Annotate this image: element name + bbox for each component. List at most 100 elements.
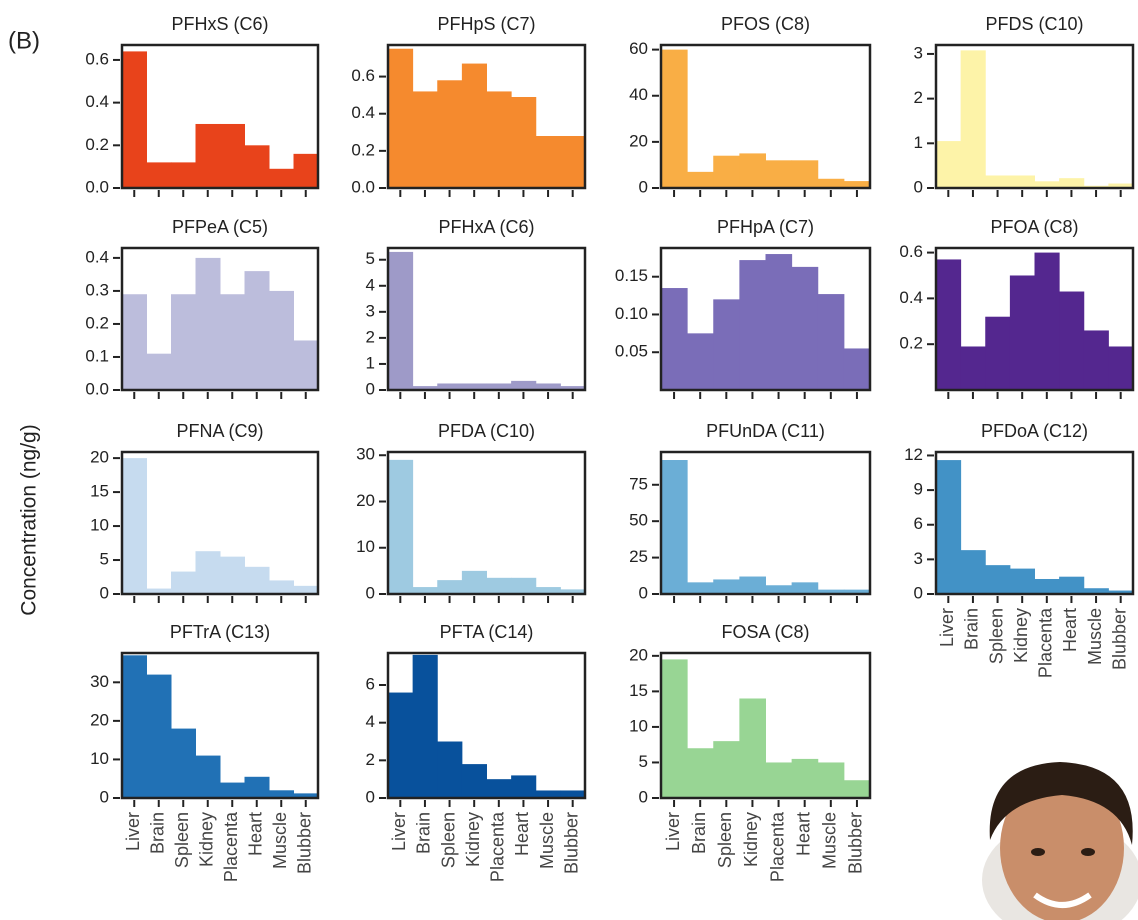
bar [437,741,463,798]
bar [220,782,245,798]
bar [412,91,438,188]
bar [936,460,962,594]
bar [461,764,487,798]
bar [486,383,512,390]
x-tick-label: Placenta [221,811,241,882]
bar [195,551,221,594]
bar [1083,330,1109,390]
bar [1059,576,1085,594]
bar [269,168,294,188]
bar [461,383,487,390]
plot-frame [120,651,320,800]
plot-frame [934,450,1135,596]
y-tick-label: 0 [639,583,648,602]
x-tick-label: Spleen [172,812,192,868]
x-tick-label: Spleen [438,812,458,868]
bar [765,762,793,798]
x-tick-label: Brain [689,812,709,854]
y-tick-label: 10 [90,749,109,768]
panel-title: PFDA (C10) [438,421,535,441]
bar [122,51,147,188]
y-tick-label: 0.3 [85,280,109,299]
bar [511,577,537,594]
y-tick-label: 1 [914,133,923,152]
bar [1108,346,1134,390]
bar [146,162,172,188]
plot-frame [659,246,872,392]
plot-frame [934,43,1135,190]
x-tick-label: Liver [663,812,683,851]
bar [765,585,793,594]
bar [1108,183,1134,188]
y-tick-label: 0.4 [899,288,923,307]
bar [687,171,714,188]
bar [1034,181,1060,188]
bar [535,383,561,390]
bar [560,790,586,798]
x-tick-label: Heart [1060,608,1080,652]
bar [146,353,172,390]
y-tick-label: 5 [639,752,648,771]
y-tick-label: 0.2 [85,313,109,332]
y-tick-label: 0 [100,787,109,806]
bar [412,654,438,798]
bar [1009,175,1035,188]
bar [739,698,766,798]
bar [1009,568,1035,594]
y-tick-label: 20 [90,448,109,467]
bar [244,776,270,798]
bar [936,259,962,390]
y-tick-label: 15 [90,482,109,501]
bar [739,576,766,594]
bar [171,162,196,188]
x-tick-label: Placenta [767,811,787,882]
bar [293,340,319,390]
bar [535,587,561,594]
bar [1009,275,1035,390]
x-tick-label: Brain [962,608,982,650]
bar [560,589,586,594]
plot-frame [120,450,320,596]
bar [412,587,438,594]
y-tick-label: 25 [629,547,648,566]
x-tick-label: Spleen [986,608,1006,664]
x-tick-label: Muscle [1085,608,1105,665]
bar [412,386,438,390]
bar [293,585,319,594]
x-tick-label: Kidney [197,812,217,867]
bar [1034,578,1060,594]
bar [713,155,740,188]
y-tick-label: 10 [629,716,648,735]
x-tick-label: Placenta [1036,607,1056,678]
bar [269,290,294,390]
bar [293,153,319,188]
bar [220,294,245,390]
y-tick-label: 0 [100,583,109,602]
x-tick-label: Blubber [295,812,315,874]
bar [511,775,537,798]
bar [817,762,845,798]
bar [713,741,740,798]
bar [195,123,221,188]
bar [713,299,740,390]
y-tick-label: 0.2 [85,135,109,154]
bar [687,582,714,594]
y-tick-label: 10 [356,537,375,556]
bar [985,565,1011,594]
bar [461,570,487,594]
bar [1108,590,1134,594]
y-tick-label: 40 [629,85,648,104]
panel-title: PFDoA (C12) [981,421,1088,441]
bar [739,153,766,188]
bar [244,566,270,594]
panel-label: (B) [8,27,40,54]
bar [437,580,463,594]
bar [1083,588,1109,594]
x-tick-label: Brain [148,812,168,854]
y-tick-label: 0.0 [351,177,375,196]
y-tick-label: 0 [914,177,923,196]
y-tick-label: 12 [904,445,923,464]
y-tick-label: 5 [100,550,109,569]
y-tick-label: 0 [366,379,375,398]
panel-title: PFNA (C9) [176,421,263,441]
